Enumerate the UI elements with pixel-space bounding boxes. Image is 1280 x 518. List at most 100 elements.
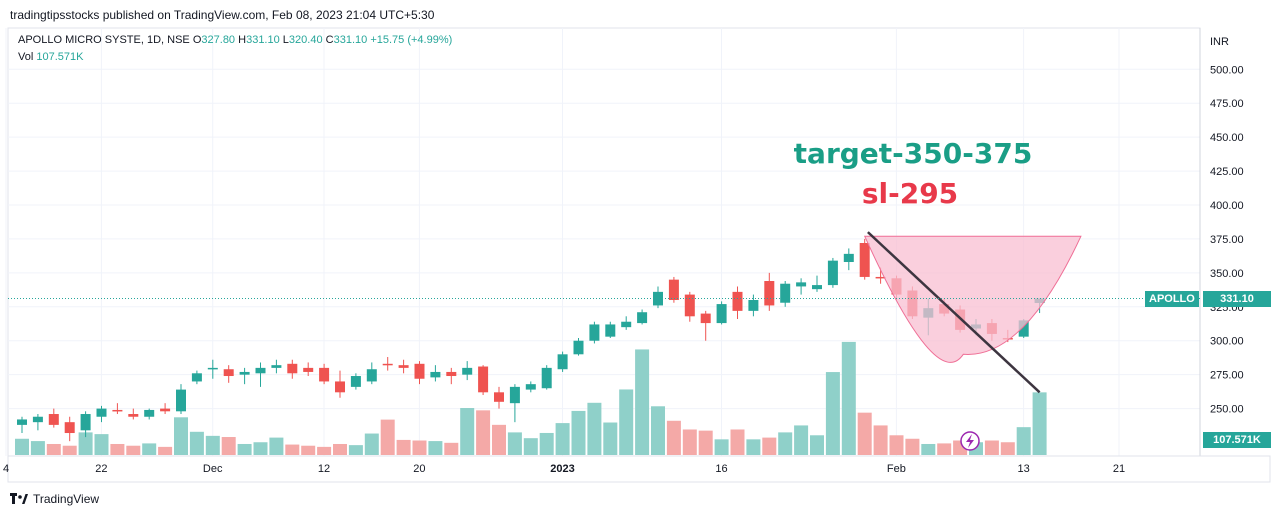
volume-bar <box>158 446 173 455</box>
volume-bar <box>62 445 77 455</box>
volume-bar <box>396 439 411 455</box>
volume-bar <box>444 442 459 455</box>
time-axis[interactable]: 4 22 Dec 12 20 2023 16 Feb 13 21 <box>3 463 1125 475</box>
symbol-title[interactable]: APOLLO MICRO SYSTE, 1D, NSE <box>18 34 190 46</box>
volume-bar <box>666 420 681 455</box>
ohlc-legend: APOLLO MICRO SYSTE, 1D, NSE O327.80 H331… <box>18 34 452 46</box>
price-tick-label: 425.00 <box>1210 166 1244 178</box>
candle-body <box>335 381 345 393</box>
price-tick-label: 375.00 <box>1210 234 1244 246</box>
candle-body <box>80 414 91 431</box>
cup-pattern-shape[interactable] <box>863 235 1082 363</box>
candle-body <box>668 279 679 301</box>
candle-body <box>700 313 711 324</box>
open-value: 327.80 <box>201 34 236 46</box>
volume-bar <box>285 444 300 455</box>
candle-body <box>1018 320 1029 337</box>
candle-body <box>207 367 218 370</box>
volume-bar <box>15 438 29 455</box>
volume-value: 107.571K <box>36 51 84 63</box>
volume-bar <box>603 422 618 455</box>
volume-bar <box>333 443 347 455</box>
footer: TradingView <box>10 492 99 506</box>
low-label: L <box>282 34 289 46</box>
low-value: 320.40 <box>288 34 323 46</box>
price-tick-label: 350.00 <box>1210 268 1244 280</box>
candle-body <box>875 276 886 279</box>
volume-bar <box>46 443 61 455</box>
candle-body <box>191 373 202 382</box>
time-tick-label: 20 <box>413 463 425 475</box>
candle-body <box>589 324 600 341</box>
trendline[interactable] <box>867 231 1041 394</box>
volume-bar <box>810 435 824 455</box>
candle-body <box>319 367 330 382</box>
volume-bar <box>635 349 650 455</box>
volume-bar <box>253 442 268 455</box>
candle-body <box>525 384 536 390</box>
time-tick-label: 12 <box>318 463 330 475</box>
volume-bar <box>126 445 141 455</box>
volume-bar <box>476 410 491 455</box>
volume-bar <box>698 430 713 455</box>
time-tick-label: 2023 <box>550 463 574 475</box>
target-annotation[interactable]: target-350-375 <box>794 137 1033 170</box>
price-tag-value: 331.10 <box>1203 291 1271 307</box>
high-label: H <box>238 34 247 46</box>
candle-body <box>732 291 743 311</box>
close-value: 331.10 <box>333 34 368 46</box>
volume-bar <box>428 441 443 455</box>
candle-body <box>494 392 504 402</box>
candle-body <box>827 260 838 286</box>
volume-bar <box>682 429 697 455</box>
volume-bar <box>1032 392 1047 455</box>
volume-bar <box>794 425 809 455</box>
volume-bar <box>523 438 538 455</box>
candle-body <box>287 363 298 374</box>
volume-bar <box>30 441 45 455</box>
candle-body <box>605 324 616 337</box>
price-axis[interactable]: 250.00275.00300.00325.00350.00375.00400.… <box>1210 64 1244 415</box>
candle-body <box>843 253 854 263</box>
volume-bar <box>921 443 936 455</box>
candle-body <box>653 291 663 306</box>
candle-body <box>446 371 457 377</box>
volume-bar <box>460 408 475 455</box>
candle-body <box>239 371 250 375</box>
volume-bar <box>94 434 109 455</box>
volume-bar <box>507 432 522 455</box>
volume-bar <box>301 445 316 455</box>
close-label: C <box>325 34 334 46</box>
volume-bar <box>778 432 793 455</box>
time-tick-label: Dec <box>203 463 223 475</box>
candle-body <box>430 371 441 378</box>
volume-bar <box>587 402 602 455</box>
candle-body <box>541 367 552 389</box>
volume-bar <box>651 406 665 455</box>
volume-bar <box>841 341 856 455</box>
candle-body <box>303 367 314 372</box>
volume-bar <box>237 443 252 455</box>
candle-body <box>621 321 632 328</box>
candle-body <box>96 408 107 417</box>
tradingview-logo-icon <box>10 493 28 504</box>
candle-body <box>271 365 282 368</box>
flash-icon[interactable] <box>960 431 980 451</box>
volume-bar <box>110 443 125 455</box>
candle-body <box>366 369 377 382</box>
time-tick-label: 13 <box>1017 463 1029 475</box>
candle-body <box>350 376 361 387</box>
volume-bar <box>317 446 332 455</box>
candle-body <box>32 416 43 423</box>
volume-bar <box>984 440 999 455</box>
volume-bar <box>1016 427 1031 455</box>
candle-body <box>764 281 775 306</box>
volume-bar <box>857 412 872 455</box>
volume-bars <box>15 341 1047 455</box>
stoploss-annotation[interactable]: sl-295 <box>862 177 958 210</box>
volume-bar <box>825 372 840 455</box>
volume-bar <box>937 443 952 455</box>
candle-body <box>64 422 75 434</box>
publisher-line: tradingtipsstocks published on TradingVi… <box>10 8 435 22</box>
